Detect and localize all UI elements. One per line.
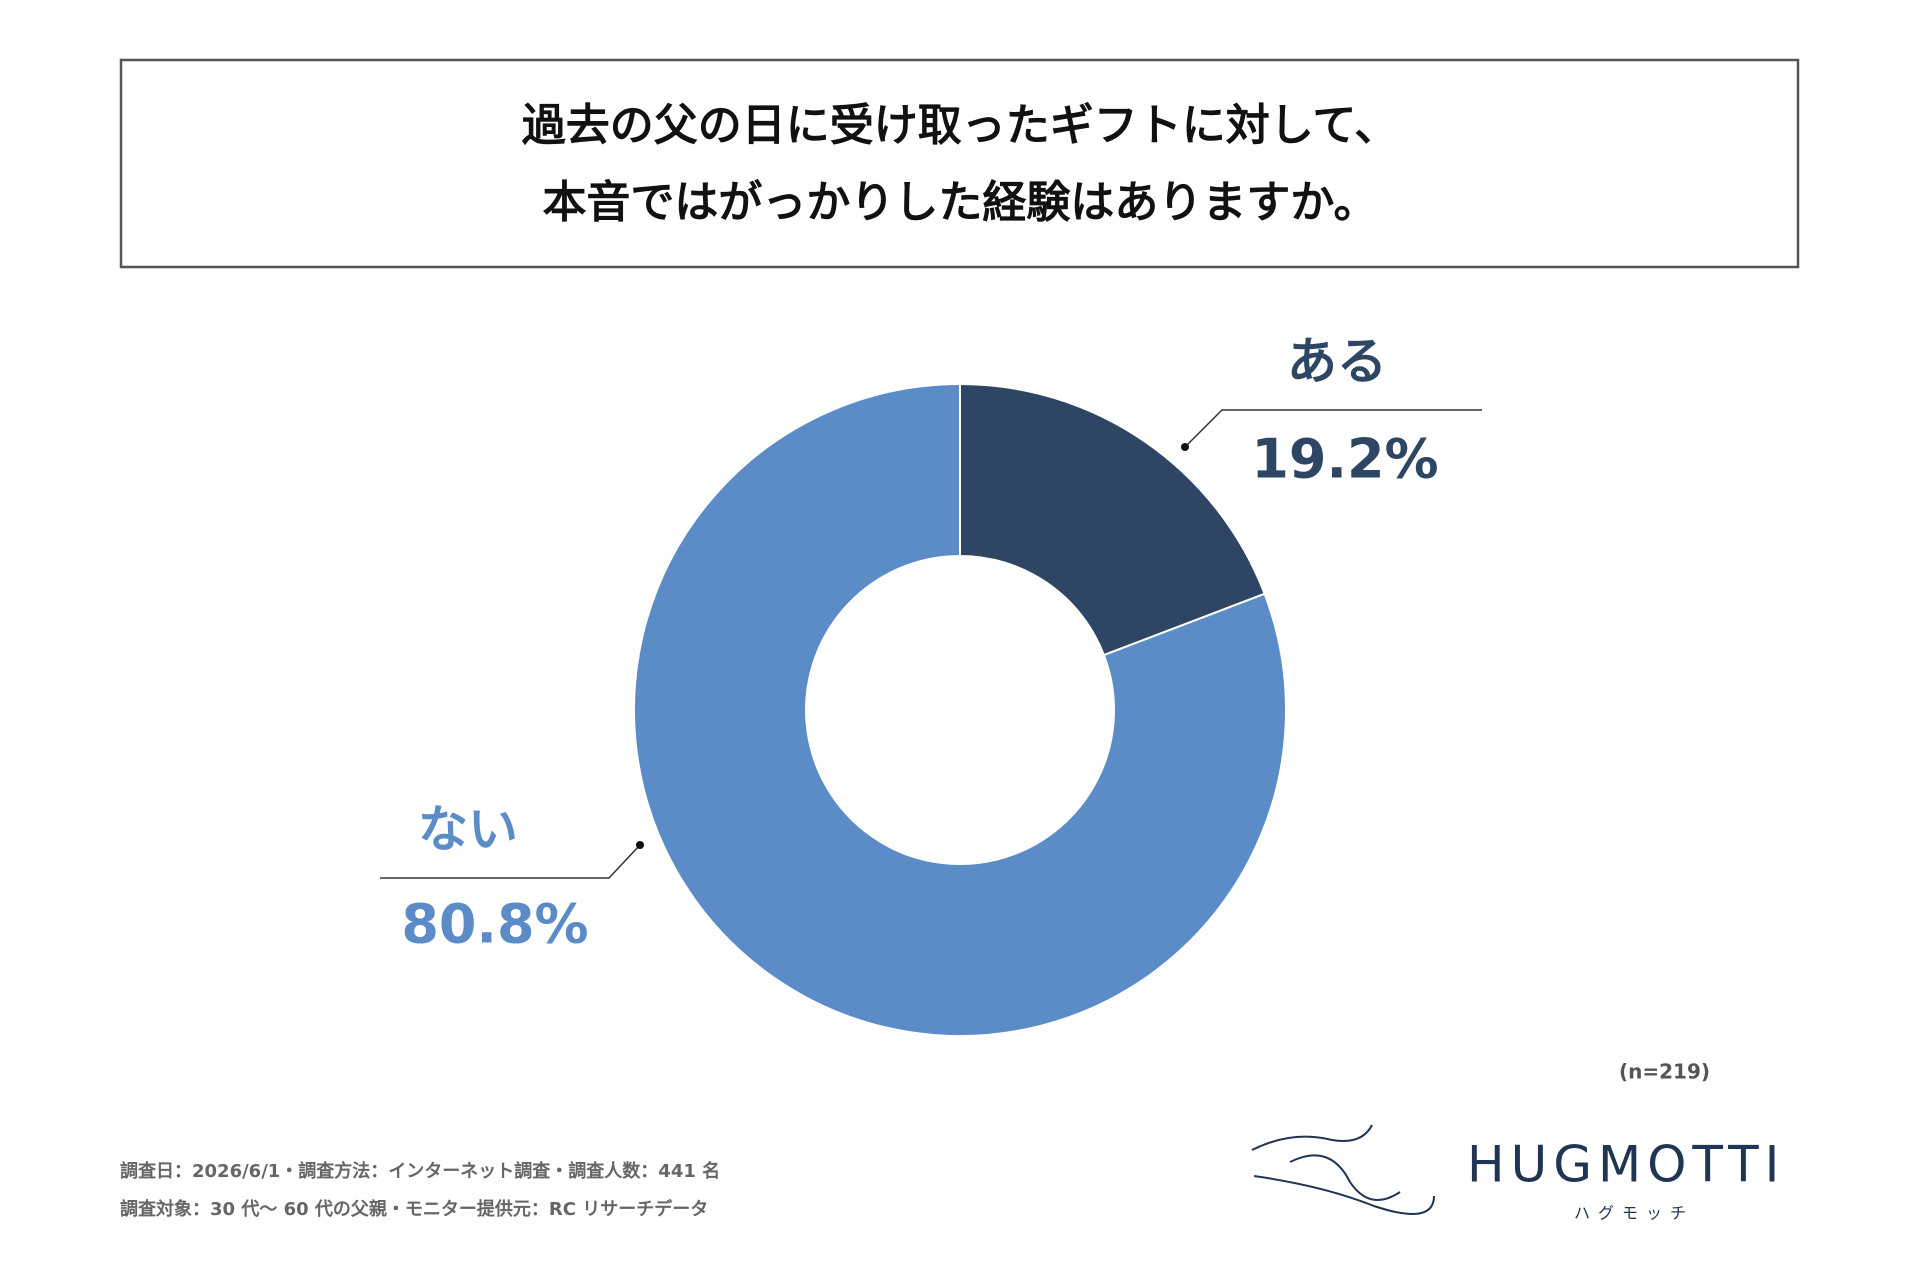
- value-label: 80.8%: [401, 893, 588, 956]
- sample-note: (n=219): [1619, 1060, 1710, 1084]
- title-box: [119, 58, 1800, 269]
- logo-kana: ハグモッチ: [1574, 1204, 1694, 1223]
- donut-slice: [959, 382, 1266, 657]
- footer-text: 調査日：2026/6/1・調査方法：インターネット調査・調査人数：441 名: [120, 1160, 720, 1182]
- leader-dot: [636, 841, 644, 849]
- category-label: ない: [418, 801, 518, 859]
- chart-title: 本音ではがっかりした経験はありますか。: [542, 177, 1377, 228]
- leader-line: [1184, 409, 1482, 448]
- leader-line: [380, 844, 641, 879]
- category-label: ある: [1287, 333, 1387, 391]
- value-label: 19.2%: [1251, 428, 1438, 491]
- logo-name: HUGMOTTI: [1467, 1136, 1785, 1194]
- logo-icon: [1251, 1124, 1435, 1215]
- chart-title: 過去の父の日に受け取ったギフトに対して、: [522, 100, 1398, 151]
- footer-text: 調査対象：30 代～ 60 代の父親・モニター提供元：RC リサーチデータ: [120, 1198, 708, 1220]
- donut-slice: [632, 382, 1287, 1037]
- leader-dot: [1181, 443, 1189, 451]
